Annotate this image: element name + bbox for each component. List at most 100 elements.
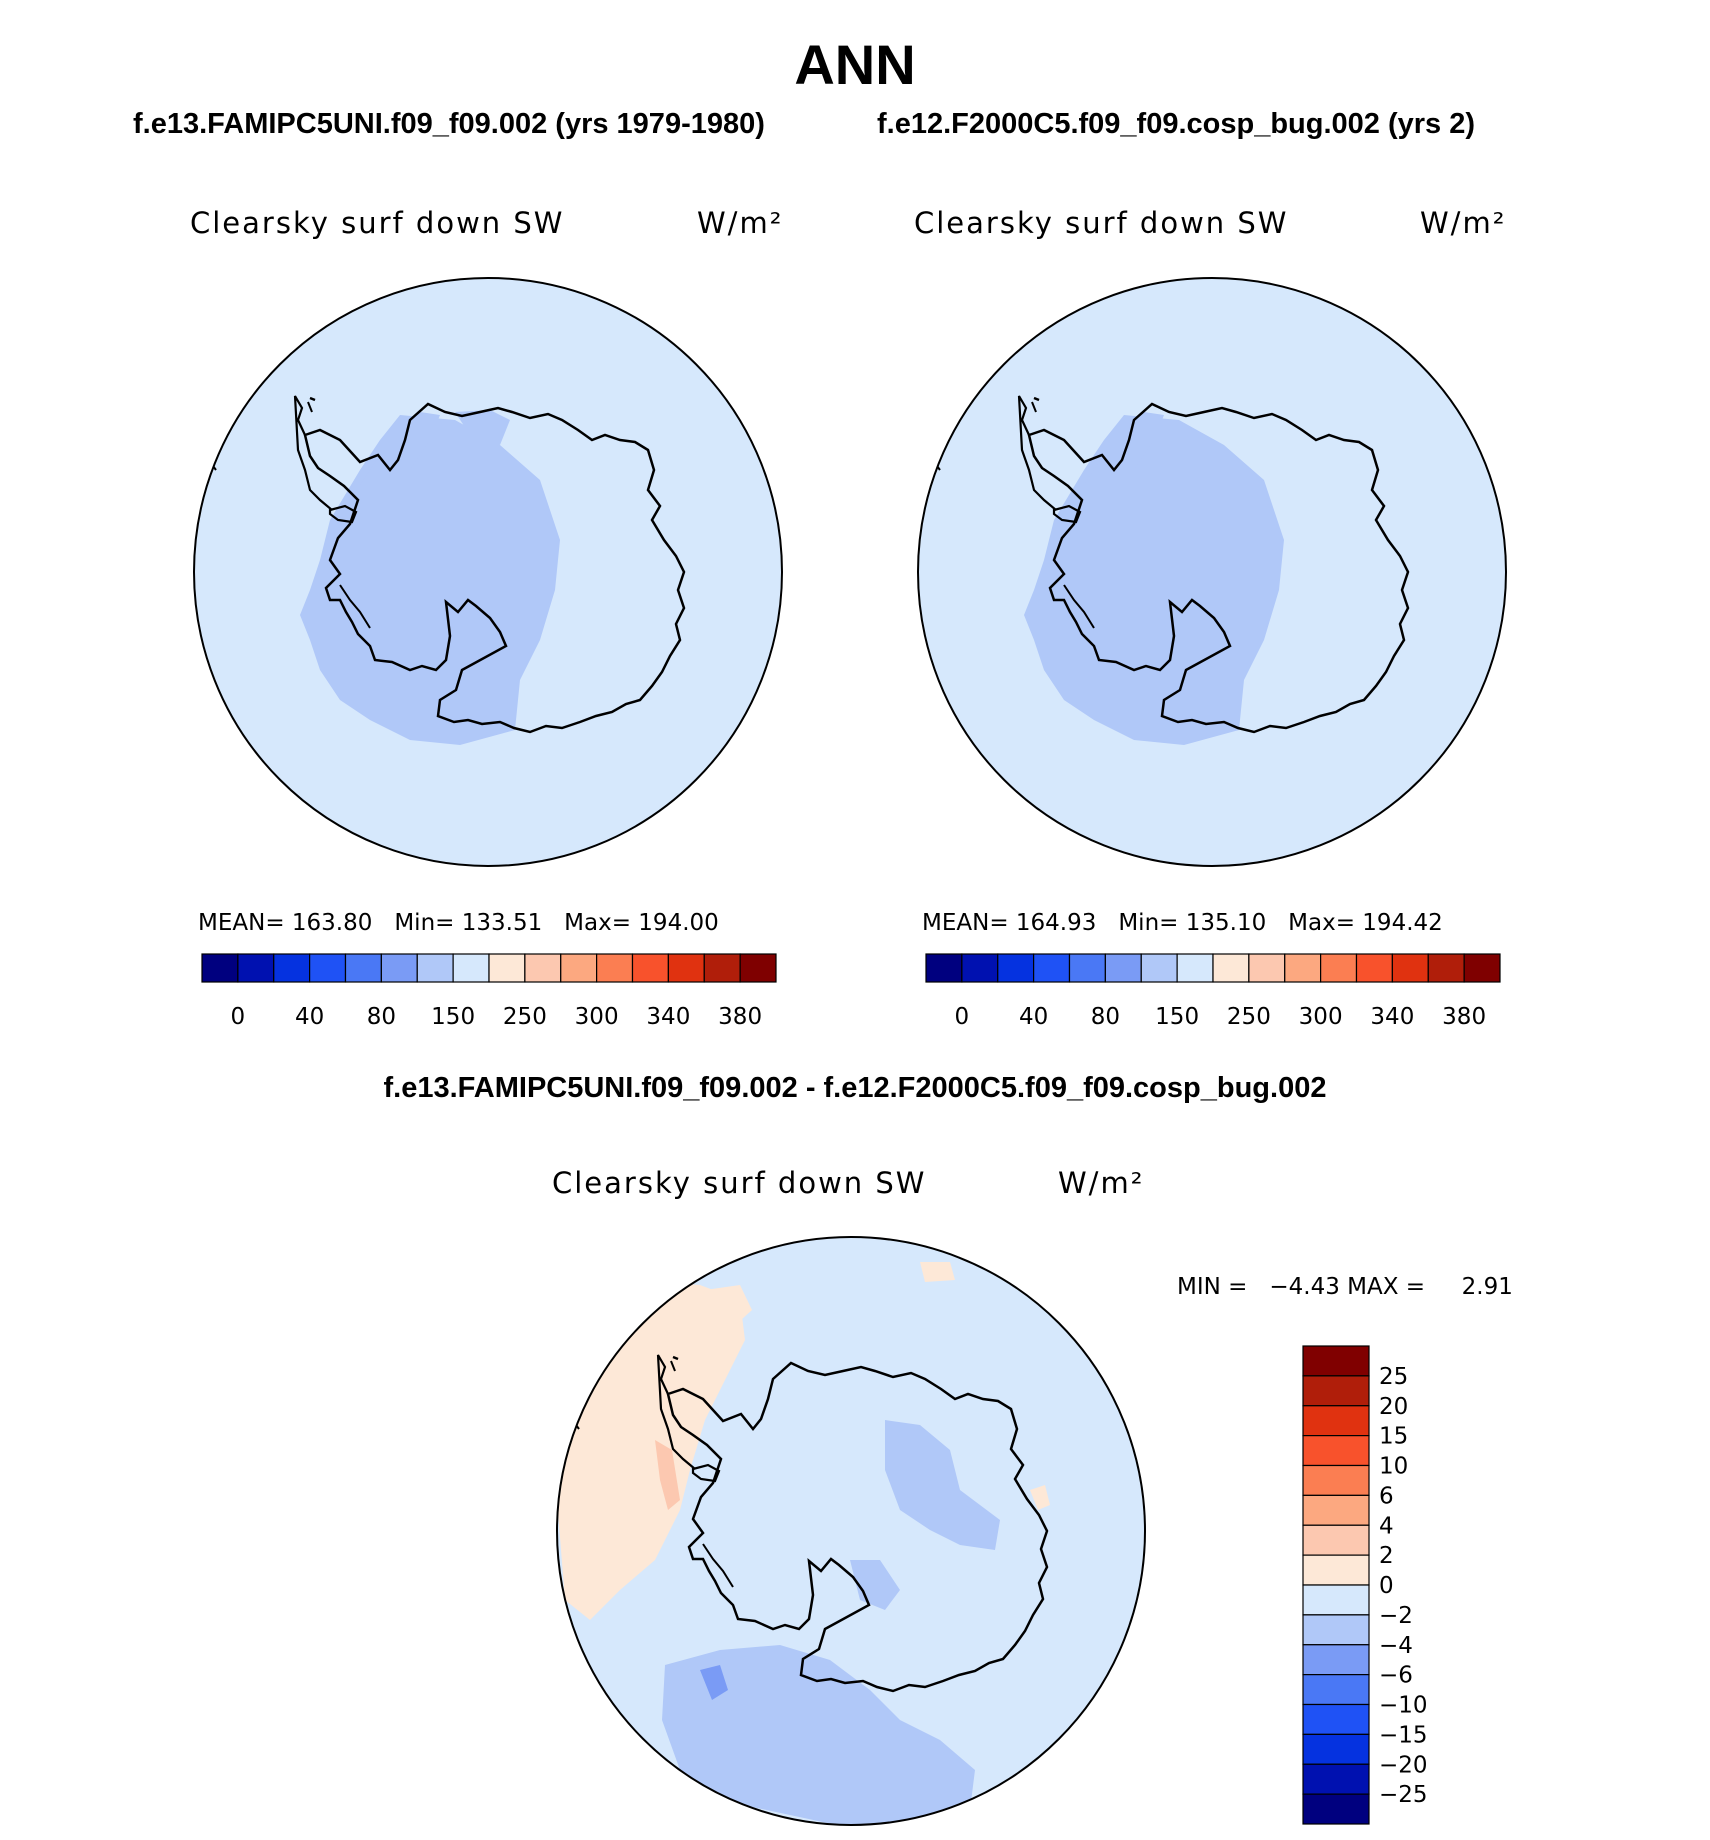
colorbar-tick-label: 80 <box>1091 1004 1120 1030</box>
variable-label-diff: Clearsky surf down SW <box>552 1166 927 1200</box>
diff-max-value: 2.91 <box>1461 1274 1513 1300</box>
case-title-left: f.e13.FAMIPC5UNI.f09_f09.002 (yrs 1979-1… <box>133 108 765 140</box>
colorbar-swatch <box>1302 1733 1370 1765</box>
colorbar-swatch <box>1320 953 1358 983</box>
colorbar-swatch <box>1302 1554 1370 1586</box>
colorbar-swatch <box>1302 1405 1370 1437</box>
variable-label-right: Clearsky surf down SW <box>914 206 1289 240</box>
colorbar-swatch <box>452 953 490 983</box>
colorbar-tick-label: 4 <box>1379 1513 1394 1539</box>
diff-minmax: MIN = −4.43 MAX = 2.91 <box>1177 1274 1513 1300</box>
diff-title: f.e13.FAMIPC5UNI.f09_f09.002 - f.e12.F20… <box>383 1072 1327 1104</box>
colorbar-swatch <box>1302 1375 1370 1407</box>
colorbar-tick-label: 40 <box>1019 1004 1048 1030</box>
colorbar-tick-label: 250 <box>503 1004 547 1030</box>
diff-min-value: −4.43 <box>1269 1274 1340 1300</box>
colorbar-swatch <box>1033 953 1071 983</box>
colorbar-swatch <box>416 953 454 983</box>
units-label-diff: W/m² <box>1058 1166 1145 1200</box>
stats-left: MEAN= 163.80 Min= 133.51 Max= 194.00 <box>198 910 719 936</box>
colorbar-tick-label: −2 <box>1379 1603 1413 1629</box>
colorbar-tick-label: 150 <box>431 1004 475 1030</box>
colorbar-swatch <box>1104 953 1142 983</box>
colorbar-tick-label: 0 <box>955 1004 970 1030</box>
variable-label-left: Clearsky surf down SW <box>190 206 565 240</box>
colorbar-swatch <box>1302 1435 1370 1467</box>
colorbar-swatch <box>560 953 598 983</box>
colorbar-tick-label: 40 <box>295 1004 324 1030</box>
colorbar-tick-label: 380 <box>1442 1004 1486 1030</box>
colorbar-swatch <box>309 953 347 983</box>
colorbar-swatch <box>1284 953 1322 983</box>
mean-value-left: 163.80 <box>291 910 373 936</box>
map-right <box>918 278 1506 866</box>
mean-label-right: MEAN= <box>922 910 1009 936</box>
colorbar-swatch <box>631 953 669 983</box>
colorbar-tick-label: −4 <box>1379 1633 1413 1659</box>
colorbar-swatch <box>667 953 705 983</box>
colorbar-swatch <box>1248 953 1286 983</box>
stats-right: MEAN= 164.93 Min= 135.10 Max= 194.42 <box>922 910 1443 936</box>
colorbar-tick-label: 20 <box>1379 1394 1408 1420</box>
colorbar-swatch <box>1302 1584 1370 1616</box>
colorbar-tick-label: −20 <box>1379 1752 1428 1778</box>
colorbar-swatch <box>1302 1464 1370 1496</box>
colorbar-swatch <box>1302 1793 1370 1825</box>
units-label-left: W/m² <box>697 206 784 240</box>
colorbar-swatch <box>380 953 418 983</box>
diff-max-label: MAX = <box>1347 1274 1426 1300</box>
colorbar-swatch <box>1302 1345 1370 1377</box>
min-label-left: Min= <box>394 910 455 936</box>
colorbar-tick-label: 300 <box>1299 1004 1343 1030</box>
max-value-right: 194.42 <box>1362 910 1443 936</box>
colorbar-swatch <box>1427 953 1465 983</box>
colorbar-tick-label: 80 <box>367 1004 396 1030</box>
units-label-right: W/m² <box>1420 206 1507 240</box>
colorbar-swatch <box>344 953 382 983</box>
colorbar-swatch <box>1355 953 1393 983</box>
colorbar-swatch <box>1302 1524 1370 1556</box>
map-left <box>194 278 782 866</box>
colorbar-tick-label: 250 <box>1227 1004 1271 1030</box>
map-diff <box>557 1237 1145 1825</box>
colorbar-left: 0 40 80 150 250 300 340 380 <box>201 953 777 1030</box>
colorbar-tick-label: 25 <box>1379 1364 1408 1390</box>
max-label-right: Max= <box>1288 910 1355 936</box>
colorbar-swatch <box>1302 1763 1370 1795</box>
colorbar-tick-label: −10 <box>1379 1693 1428 1719</box>
colorbar-tick-label: 15 <box>1379 1424 1408 1450</box>
min-label-right: Min= <box>1118 910 1179 936</box>
colorbar-swatch <box>739 953 777 983</box>
colorbar-swatch <box>1176 953 1214 983</box>
colorbar-swatch <box>961 953 999 983</box>
colorbar-swatch <box>703 953 741 983</box>
colorbar-swatch <box>1068 953 1106 983</box>
colorbar-swatch <box>201 953 239 983</box>
colorbar-tick-label: −6 <box>1379 1663 1413 1689</box>
colorbar-tick-label: 0 <box>231 1004 246 1030</box>
colorbar-tick-label: −15 <box>1379 1722 1428 1748</box>
colorbar-tick-label: 6 <box>1379 1483 1394 1509</box>
colorbar-swatch <box>1302 1703 1370 1735</box>
colorbar-swatch <box>1463 953 1501 983</box>
colorbar-swatch <box>596 953 634 983</box>
min-value-left: 133.51 <box>461 910 543 936</box>
colorbar-tick-label: 0 <box>1379 1573 1394 1599</box>
case-title-right: f.e12.F2000C5.f09_f09.cosp_bug.002 (yrs … <box>877 108 1476 140</box>
colorbar-tick-label: 2 <box>1379 1543 1394 1569</box>
colorbar-swatch <box>524 953 562 983</box>
colorbar-tick-label: 340 <box>1370 1004 1414 1030</box>
colorbar-tick-label: 150 <box>1155 1004 1199 1030</box>
min-value-right: 135.10 <box>1185 910 1267 936</box>
colorbar-tick-label: 300 <box>575 1004 619 1030</box>
colorbar-swatch <box>488 953 526 983</box>
mean-value-right: 164.93 <box>1015 910 1097 936</box>
colorbar-swatch <box>1302 1644 1370 1676</box>
colorbar-tick-label: 380 <box>718 1004 762 1030</box>
colorbar-swatch <box>925 953 963 983</box>
mean-label-left: MEAN= <box>198 910 285 936</box>
colorbar-swatch <box>273 953 311 983</box>
diff-min-label: MIN = <box>1177 1274 1248 1300</box>
